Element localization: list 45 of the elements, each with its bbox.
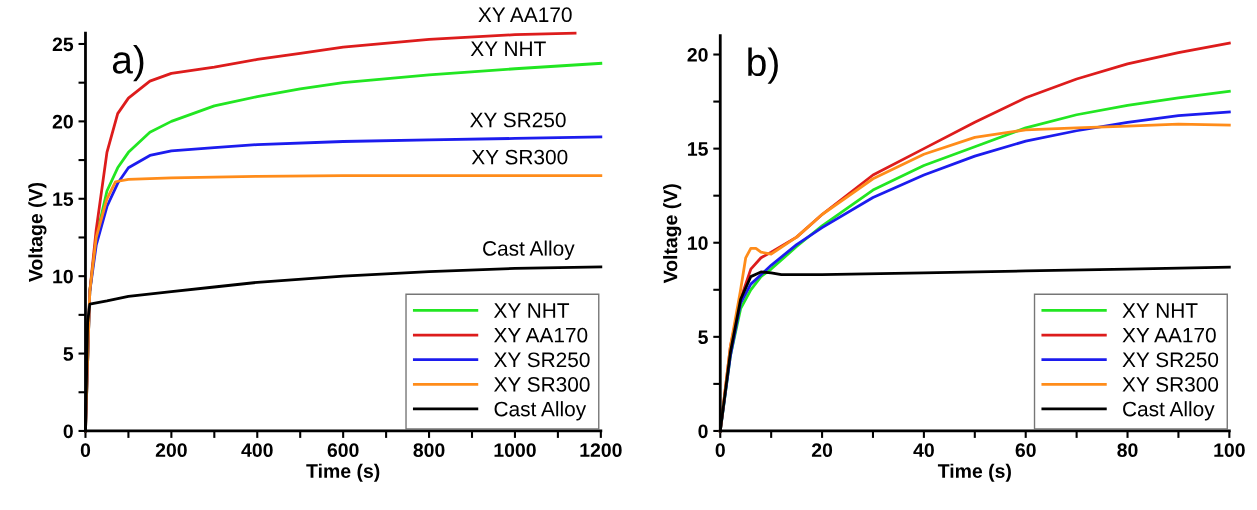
x-tick-label: 1000: [494, 443, 536, 458]
legend-label: Cast Alloy: [1123, 401, 1215, 421]
y-tick-label: 20: [52, 114, 73, 129]
x-tick-label: 20: [811, 443, 833, 458]
legend-label: XY SR250: [493, 352, 590, 368]
x-tick-label: 400: [241, 443, 273, 458]
x-tick-label: 600: [327, 443, 359, 458]
x-axis-title: Time (s): [937, 463, 1011, 482]
legend-label: XY SR250: [1122, 352, 1219, 368]
x-tick-label: 80: [1117, 443, 1138, 458]
x-tick-label: 800: [413, 443, 445, 458]
annotation: XY NHT: [470, 41, 546, 56]
y-tick-label: 0: [63, 424, 73, 439]
chart-title: a): [112, 45, 144, 82]
y-tick-label: 5: [698, 330, 708, 345]
x-tick-label: 0: [715, 443, 725, 458]
x-tick-label: 100: [1214, 443, 1245, 458]
legend-label: XY AA170: [493, 327, 588, 343]
y-axis-title: Voltage (V): [663, 184, 682, 284]
annotation: XY SR300: [471, 149, 568, 165]
annotation: Cast Alloy: [483, 240, 575, 260]
legend-label: XY AA170: [1122, 327, 1216, 343]
x-tick-label: 1200: [580, 443, 622, 458]
annotation: XY SR250: [470, 112, 566, 128]
x-tick-label: 200: [155, 443, 187, 458]
legend-label: XY NHT: [1122, 303, 1198, 318]
legend-label: Cast Alloy: [494, 401, 587, 421]
y-tick-label: 5: [63, 347, 74, 361]
y-tick-label: 15: [53, 192, 74, 207]
legend-label: XY SR300: [493, 377, 590, 392]
x-axis-title: Time (s): [306, 463, 380, 482]
y-tick-label: 20: [687, 47, 708, 62]
x-tick-label: 60: [1015, 443, 1036, 458]
y-tick-label: 0: [698, 424, 708, 439]
y-tick-label: 10: [688, 236, 708, 250]
legend-label: XY NHT: [493, 303, 570, 318]
y-tick-label: 10: [53, 269, 73, 284]
x-tick-label: 40: [913, 443, 934, 458]
legend-label: XY SR300: [1122, 377, 1219, 392]
annotation: XY AA170: [478, 7, 572, 23]
y-axis-title: Voltage (V): [28, 182, 47, 282]
y-tick-label: 25: [52, 37, 74, 52]
chart-title: b): [748, 47, 778, 84]
x-tick-label: 0: [80, 443, 91, 458]
y-tick-label: 15: [688, 142, 708, 156]
